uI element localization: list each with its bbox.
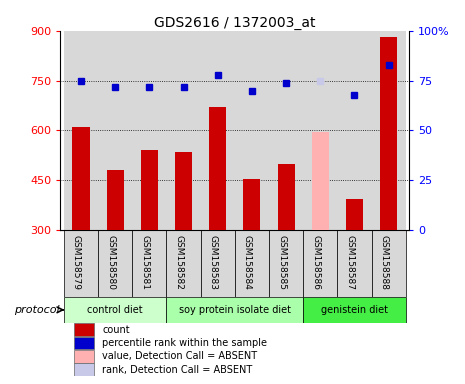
Bar (166, 31, 200, 230)
Text: GSM158580: GSM158580 (106, 235, 115, 290)
Bar (132, 230, 166, 296)
Text: GSM158582: GSM158582 (174, 235, 184, 290)
Bar (141, 151, 158, 230)
Bar (303, 230, 338, 296)
Bar (312, 132, 329, 230)
Bar (269, 31, 303, 230)
Text: GSM158581: GSM158581 (140, 235, 149, 290)
Bar (278, 164, 295, 230)
Bar (200, 31, 235, 230)
Text: count: count (102, 325, 130, 335)
Bar (303, 31, 338, 230)
Bar (372, 230, 406, 296)
Text: value, Detection Call = ABSENT: value, Detection Call = ABSENT (102, 351, 258, 361)
Text: GSM158584: GSM158584 (243, 235, 252, 290)
Bar (380, 37, 397, 230)
Bar (132, 31, 166, 230)
Bar (64, 296, 166, 323)
Bar (74, 337, 93, 349)
Bar (235, 31, 269, 230)
Bar (200, 230, 235, 296)
Text: protocol: protocol (14, 305, 60, 315)
Bar (73, 127, 89, 230)
Bar (64, 230, 98, 296)
Bar (269, 230, 303, 296)
Bar (106, 170, 124, 230)
Text: GSM158585: GSM158585 (277, 235, 286, 290)
Bar (338, 230, 372, 296)
Bar (243, 179, 260, 230)
Text: GSM158587: GSM158587 (345, 235, 354, 290)
Bar (209, 107, 226, 230)
Bar (74, 363, 93, 376)
Text: GSM158583: GSM158583 (209, 235, 218, 290)
Bar (166, 230, 200, 296)
Text: soy protein isolate diet: soy protein isolate diet (179, 305, 291, 315)
Bar (64, 31, 98, 230)
Bar (346, 199, 363, 230)
Bar (303, 296, 406, 323)
Bar (338, 31, 372, 230)
Bar (98, 230, 132, 296)
Text: genistein diet: genistein diet (321, 305, 388, 315)
Bar (166, 296, 303, 323)
Bar (235, 230, 269, 296)
Bar (74, 323, 93, 336)
Text: rank, Detection Call = ABSENT: rank, Detection Call = ABSENT (102, 365, 252, 375)
Bar (98, 31, 132, 230)
Bar (175, 152, 192, 230)
Text: percentile rank within the sample: percentile rank within the sample (102, 338, 267, 348)
Text: GSM158588: GSM158588 (380, 235, 389, 290)
Text: GSM158579: GSM158579 (72, 235, 81, 290)
Text: GSM158586: GSM158586 (311, 235, 320, 290)
Text: control diet: control diet (87, 305, 143, 315)
Bar (372, 31, 406, 230)
Title: GDS2616 / 1372003_at: GDS2616 / 1372003_at (154, 16, 316, 30)
Bar (74, 350, 93, 363)
